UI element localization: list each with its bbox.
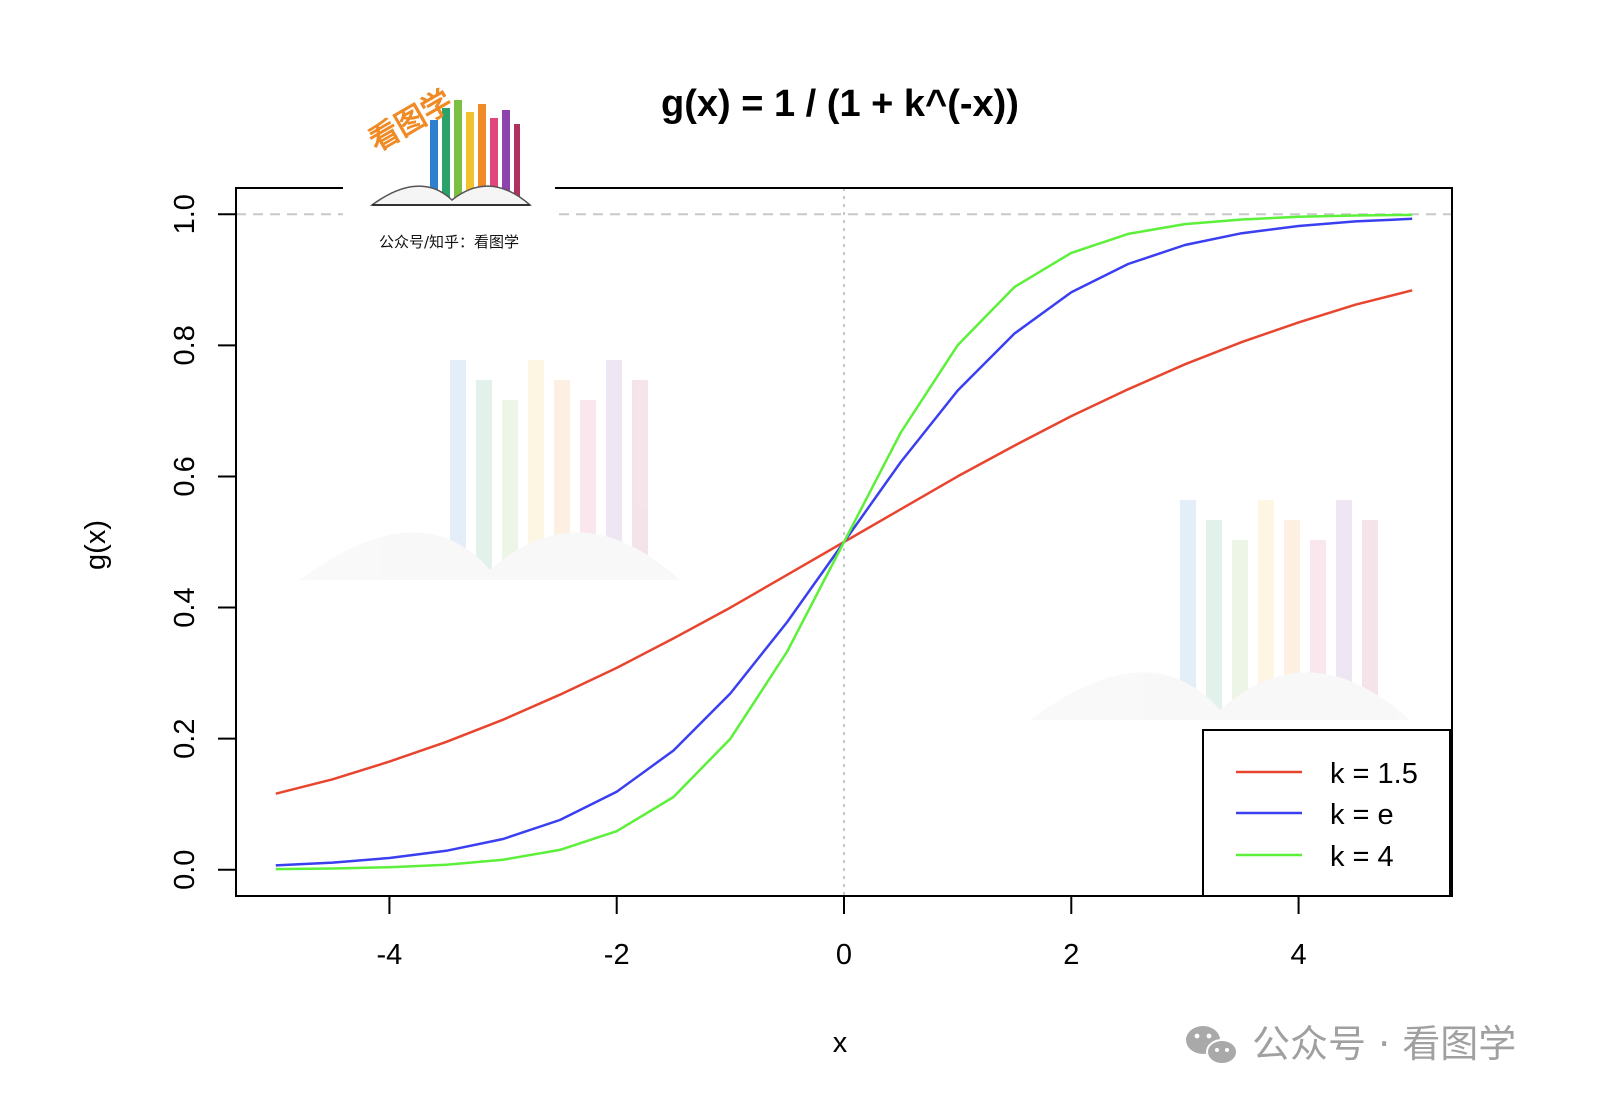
logo-caption: 公众号/知乎：看图学 [379,233,519,251]
legend-label-k-4: k = 4 [1330,841,1394,873]
y-tick-label: 0.0 [169,850,201,890]
logo: 看图学 公众号/知乎：看图学 [343,50,555,262]
x-axis-label: x [833,1027,848,1059]
x-tick-label: 0 [836,939,852,971]
watermark-bar [502,400,518,580]
x-tick-label: -4 [377,939,403,971]
footer-watermark: 公众号 · 看图学 [1186,1022,1516,1066]
series-line-3 [275,213,1413,871]
watermark-bar [1206,520,1222,720]
y-tick-label: 0.4 [169,587,201,627]
watermark-bar [528,360,544,580]
watermark-bar [476,380,492,580]
x-tick-label: -2 [604,939,630,971]
watermark-bar [580,400,596,580]
y-tick-label: 1.0 [169,194,201,234]
watermark-bar [1258,500,1274,720]
watermark-book-shape [300,532,680,580]
watermark-book-1 [300,360,680,580]
y-axis: 0.0 0.2 0.4 0.6 0.8 1.0 [169,194,236,890]
legend-label-k-e: k = e [1330,799,1394,831]
y-axis-label: g(x) [80,520,112,570]
series-lines [275,213,1413,871]
legend: k = 1.5 k = e k = 4 [1202,729,1451,897]
y-tick-label: 0.8 [169,325,201,365]
watermark-bar [554,380,570,580]
watermark-bar [1310,540,1326,720]
watermark-bar [606,360,622,580]
wechat-icon [1186,1026,1238,1065]
chart-title: g(x) = 1 / (1 + k^(-x)) [661,83,1019,125]
watermark-bar [1180,500,1196,720]
watermark-bar [450,360,466,580]
x-tick-label: 4 [1291,939,1307,971]
footer-watermark-text: 公众号 · 看图学 [1252,1022,1516,1066]
logo-book-icon [369,100,532,206]
watermark-book-shape [1030,672,1410,720]
x-tick-label: 2 [1063,939,1079,971]
background-watermarks [300,360,1410,720]
y-tick-label: 0.2 [169,719,201,759]
legend-label-k-1-5: k = 1.5 [1330,758,1418,790]
watermark-bar [632,380,648,580]
watermark-bar [1336,500,1352,720]
watermark-bar [1284,520,1300,720]
y-tick-label: 0.6 [169,456,201,496]
watermark-bar [1232,540,1248,720]
watermark-book-2 [1030,500,1410,720]
x-axis: -4 -2 0 2 4 [377,896,1307,971]
watermark-bar [1362,520,1378,720]
